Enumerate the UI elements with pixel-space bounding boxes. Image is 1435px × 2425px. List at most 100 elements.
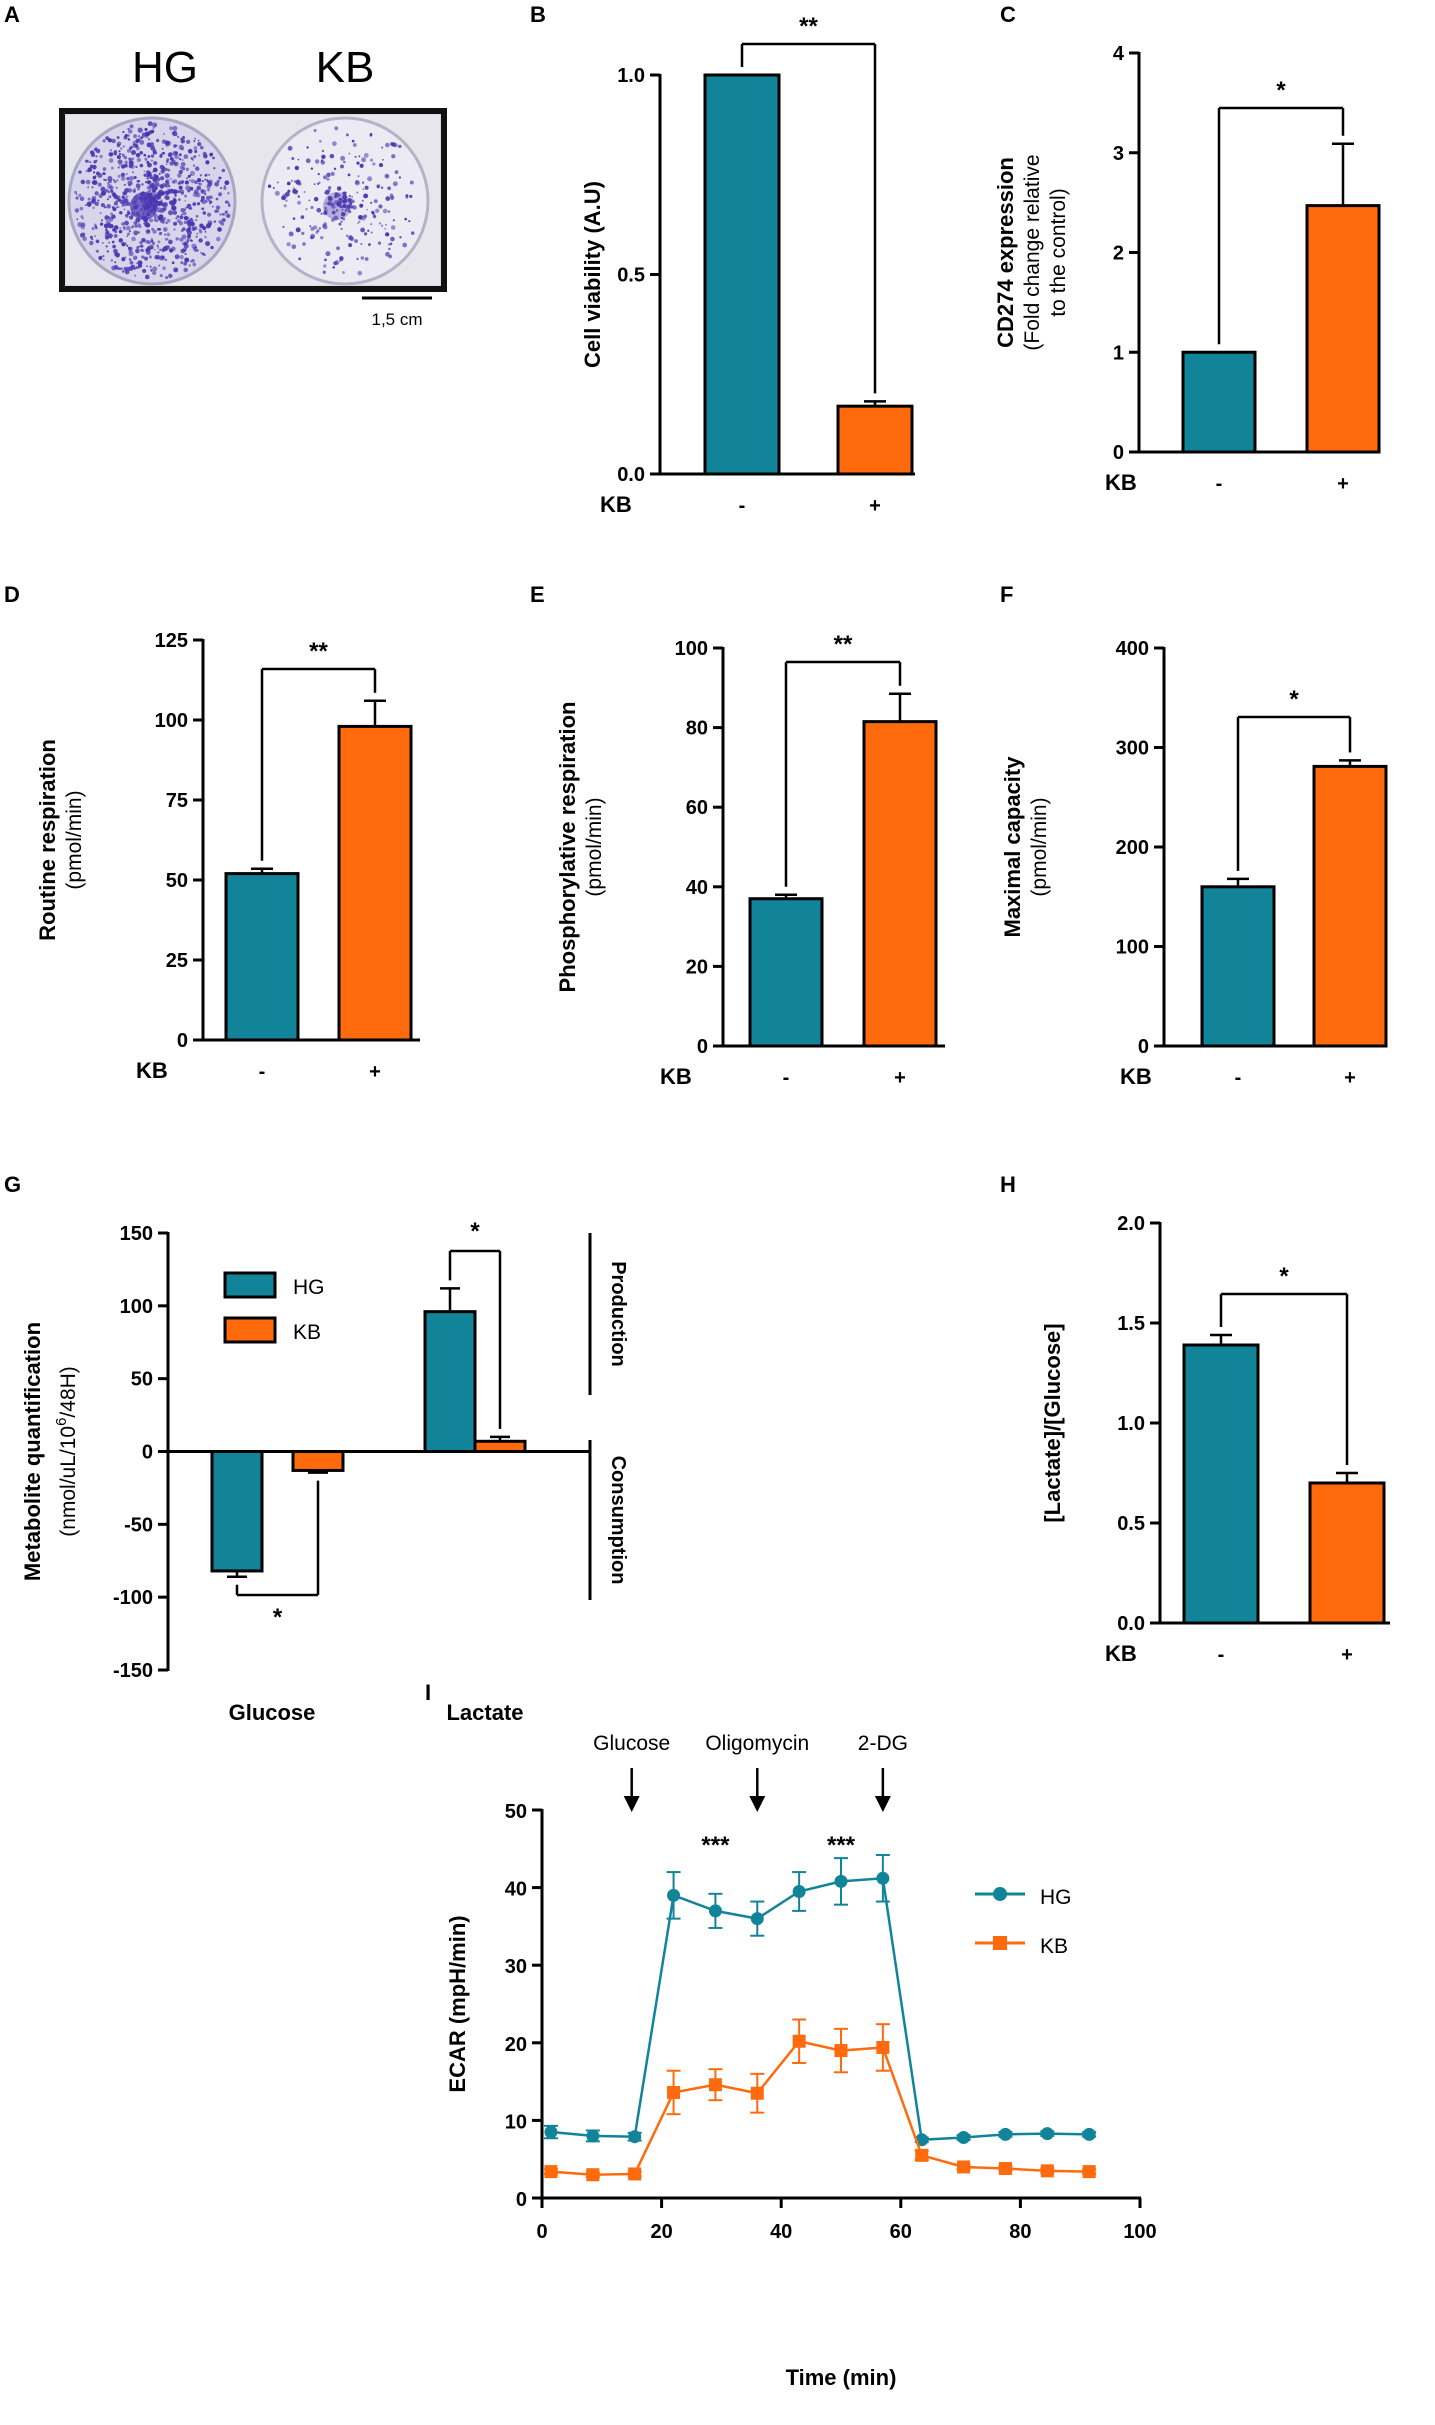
colony-dot bbox=[81, 217, 84, 220]
colony-dot bbox=[121, 204, 124, 207]
colony-dot bbox=[128, 184, 131, 187]
colony-dot bbox=[221, 168, 226, 173]
colony-dot bbox=[198, 154, 201, 157]
colony-dot bbox=[167, 210, 174, 216]
y-tick-label: 60 bbox=[686, 797, 708, 819]
colony-dot bbox=[215, 205, 221, 210]
colony-dot bbox=[161, 168, 165, 172]
point-hg bbox=[586, 2129, 600, 2143]
colony-dot bbox=[165, 221, 168, 225]
production-label: Production bbox=[607, 1261, 629, 1367]
colony-dot bbox=[186, 230, 192, 236]
colony-dot bbox=[385, 232, 390, 237]
colony-dot bbox=[378, 222, 382, 225]
colony-dot bbox=[116, 206, 119, 209]
colony-dot bbox=[188, 230, 191, 233]
colony-dot bbox=[196, 202, 201, 206]
colony-dot bbox=[159, 218, 165, 223]
colony-dot bbox=[158, 214, 164, 220]
colony-dot bbox=[204, 178, 207, 181]
colony-dot bbox=[134, 274, 137, 277]
legend-label-hg: HG bbox=[1040, 1886, 1072, 1909]
colony-dot bbox=[198, 238, 203, 243]
colony-dot bbox=[181, 180, 185, 184]
colony-dot bbox=[107, 182, 110, 185]
colony-dot bbox=[327, 195, 333, 201]
colony-dot bbox=[218, 176, 222, 180]
colony-dot bbox=[169, 177, 172, 180]
colony-dot bbox=[75, 196, 79, 200]
colony-dot bbox=[113, 150, 118, 154]
colony-dot bbox=[300, 215, 305, 219]
colony-dot bbox=[147, 162, 152, 168]
colony-dot bbox=[191, 239, 193, 242]
colony-dot bbox=[104, 215, 110, 220]
y-tick-label: 20 bbox=[686, 956, 708, 978]
colony-dot bbox=[99, 212, 102, 214]
colony-dot bbox=[146, 132, 150, 137]
colony-dot bbox=[131, 149, 137, 156]
colony-dot bbox=[370, 223, 373, 226]
colony-dot bbox=[168, 239, 173, 245]
colony-dot bbox=[87, 197, 91, 201]
colony-dot bbox=[358, 220, 361, 223]
colony-dot bbox=[146, 245, 152, 251]
colony-dot bbox=[104, 178, 108, 182]
colony-dot bbox=[326, 177, 330, 181]
colony-dot bbox=[141, 132, 147, 137]
colony-dot bbox=[118, 150, 121, 153]
colony-dot bbox=[120, 267, 124, 271]
colony-dot bbox=[139, 151, 143, 155]
colony-dot bbox=[359, 203, 364, 208]
colony-dot bbox=[106, 198, 109, 201]
colony-dot bbox=[355, 180, 360, 185]
colony-dot bbox=[156, 250, 160, 254]
colony-dot bbox=[135, 183, 141, 189]
colony-dot bbox=[165, 185, 168, 188]
bar-minus bbox=[748, 897, 824, 1048]
colony-dot bbox=[115, 186, 118, 189]
colony-dot bbox=[108, 195, 112, 199]
colony-dot bbox=[144, 127, 148, 131]
point-hg bbox=[544, 2125, 558, 2139]
colony-dot bbox=[200, 189, 204, 193]
colony-dot bbox=[160, 199, 163, 201]
colony-dot bbox=[89, 164, 94, 169]
colony-dot bbox=[118, 238, 123, 243]
colony-dot bbox=[174, 254, 180, 260]
colony-dot bbox=[201, 180, 204, 183]
colony-dot bbox=[164, 140, 170, 146]
colony-dot bbox=[362, 188, 365, 191]
colony-dot bbox=[86, 160, 90, 163]
legend-swatch-kb bbox=[223, 1316, 277, 1344]
colony-dot bbox=[218, 193, 221, 196]
colony-dot bbox=[297, 200, 302, 205]
colony-dot bbox=[184, 180, 190, 185]
colony-dot bbox=[114, 267, 117, 270]
colony-dot bbox=[183, 267, 189, 273]
colony-dot bbox=[215, 197, 219, 201]
colony-dot bbox=[157, 203, 161, 207]
x-tick-label: 60 bbox=[890, 2221, 912, 2243]
colony-dot bbox=[79, 196, 85, 202]
colony-dot bbox=[159, 164, 165, 170]
y-tick-label: 20 bbox=[505, 2034, 527, 2056]
point-kb bbox=[750, 2086, 764, 2100]
colony-dot bbox=[74, 208, 80, 213]
point-kb bbox=[1082, 2165, 1096, 2179]
colony-dot bbox=[184, 239, 187, 241]
colony-dot bbox=[126, 176, 130, 181]
colony-dot bbox=[356, 191, 359, 194]
point-kb bbox=[834, 2044, 848, 2058]
colony-dot bbox=[120, 172, 126, 177]
colony-dot bbox=[146, 240, 151, 245]
colony-dot bbox=[168, 273, 173, 279]
colony-dot bbox=[339, 256, 344, 261]
significance-label: * bbox=[470, 1218, 480, 1245]
colony-dot bbox=[173, 221, 178, 226]
colony-dot bbox=[364, 185, 369, 190]
colony-dot bbox=[172, 210, 178, 215]
x-tick-label: + bbox=[1344, 1067, 1356, 1089]
colony-dot bbox=[216, 236, 221, 242]
colony-dot bbox=[135, 262, 138, 265]
